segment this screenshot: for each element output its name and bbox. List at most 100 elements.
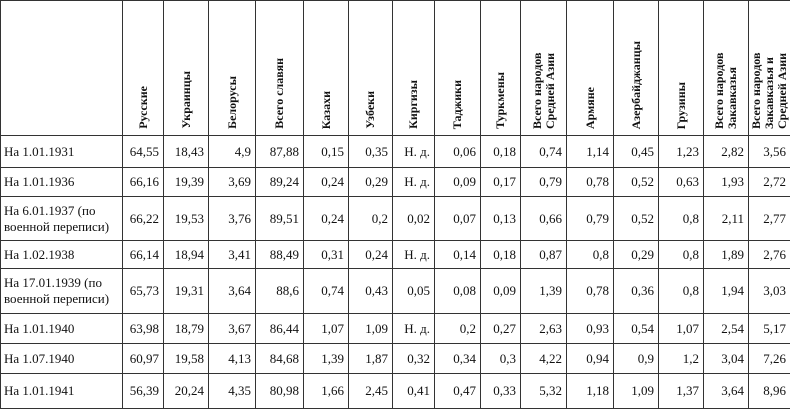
cell-value: 0,2 (348, 196, 393, 241)
cell-value: 89,51 (255, 196, 304, 241)
cell-value: 1,66 (303, 373, 349, 409)
cell-value: 0,78 (566, 268, 614, 314)
header-row: Русские Украинцы Белорусы Всего славян Казах… (0, 0, 790, 136)
cell-value: 64,55 (122, 135, 164, 168)
column-header: Узбеки (348, 0, 393, 136)
cell-value: 0,09 (480, 268, 521, 314)
row-label: На 1.01.1931 (0, 135, 123, 168)
cell-value: 2,45 (348, 373, 393, 409)
cell-value: 0,24 (303, 167, 349, 197)
cell-value: Н. д. (392, 167, 435, 197)
cell-value: 1,07 (658, 313, 704, 344)
column-header-text: Всего народов Средней Азии (529, 52, 557, 129)
cell-value: 0,78 (566, 167, 614, 197)
cell-value: 0,06 (434, 135, 481, 168)
cell-value: 3,64 (208, 268, 256, 314)
cell-value: 66,16 (122, 167, 164, 197)
cell-value: 0,29 (613, 240, 659, 269)
cell-value: 2,11 (703, 196, 749, 241)
cell-value: 88,49 (255, 240, 304, 269)
cell-value: 56,39 (122, 373, 164, 409)
column-header-text: Узбеки (363, 91, 377, 129)
cell-value: 1,09 (348, 313, 393, 344)
row-label: На 17.01.1939 (по военной переписи) (0, 268, 123, 314)
column-header-text: Таджики (450, 79, 464, 129)
cell-value: 3,69 (208, 167, 256, 197)
table-row: На 1.01.1936 66,16 19,39 3,69 89,24 0,24 0,29 Н… (0, 167, 790, 197)
cell-value: 0,2 (434, 313, 481, 344)
cell-value: 19,58 (163, 343, 209, 374)
row-label: На 1.01.1940 (0, 313, 123, 344)
column-header-text: Туркмены (493, 72, 507, 129)
cell-value: 66,22 (122, 196, 164, 241)
cell-value: 0,15 (303, 135, 349, 168)
table-row: На 6.01.1937 (по военной переписи) 66,22 1… (0, 196, 790, 241)
row-label: На 1.01.1936 (0, 167, 123, 197)
cell-value: 18,79 (163, 313, 209, 344)
cell-value: 0,93 (566, 313, 614, 344)
cell-value: 1,18 (566, 373, 614, 409)
cell-value: 3,41 (208, 240, 256, 269)
table-row: На 17.01.1939 (по военной переписи) 65,73… (0, 268, 790, 314)
column-header: Всего народов Закавказья (703, 0, 749, 136)
column-header-text: Казахи (318, 90, 333, 129)
column-header-text: Украинцы (178, 71, 193, 129)
column-header: Туркмены (480, 0, 521, 136)
table-row: На 1.01.1940 63,98 18,79 3,67 86,44 1,07 1,09 Н… (0, 313, 790, 344)
column-header: Всего славян (255, 0, 304, 136)
cell-value: 0,74 (520, 135, 567, 168)
cell-value: 1,2 (658, 343, 704, 374)
cell-value: 0,33 (480, 373, 521, 409)
cell-value: 0,54 (613, 313, 659, 344)
cell-value: 0,18 (480, 135, 521, 168)
cell-value: 0,14 (434, 240, 481, 269)
cell-value: 0,05 (392, 268, 435, 314)
corner-cell (0, 0, 123, 136)
cell-value: 1,94 (703, 268, 749, 314)
column-header: Армяне (566, 0, 614, 136)
column-header-text: Русские (135, 86, 150, 129)
cell-value: 3,56 (748, 135, 790, 168)
cell-value: 0,45 (613, 135, 659, 168)
cell-value: 2,72 (748, 167, 790, 197)
table-row: На 1.01.1941 56,39 20,24 4,35 80,98 1,66 2,45 0… (0, 373, 790, 409)
column-header: Всего народов Средней Азии (520, 0, 567, 136)
cell-value: 1,93 (703, 167, 749, 197)
column-header: Киргизы (392, 0, 435, 136)
table-row: На 1.01.1931 64,55 18,43 4,9 87,88 0,15 0,35 Н.… (0, 135, 790, 168)
column-header-text: Белорусы (224, 76, 239, 129)
cell-value: 0,52 (613, 196, 659, 241)
column-header: Грузины (658, 0, 704, 136)
cell-value: 84,68 (255, 343, 304, 374)
cell-value: 0,29 (348, 167, 393, 197)
cell-value: 63,98 (122, 313, 164, 344)
cell-value: 80,98 (255, 373, 304, 409)
column-header-text: Всего народов Закавказья и Средней Азии (749, 52, 789, 129)
cell-value: 1,37 (658, 373, 704, 409)
cell-value: 0,13 (480, 196, 521, 241)
cell-value: 0,24 (303, 196, 349, 241)
column-header-text: Всего славян (272, 58, 286, 129)
column-header: Таджики (434, 0, 481, 136)
column-header: Украинцы (163, 0, 209, 136)
cell-value: 3,04 (703, 343, 749, 374)
cell-value: 1,09 (613, 373, 659, 409)
cell-value: 0,87 (520, 240, 567, 269)
cell-value: 60,97 (122, 343, 164, 374)
cell-value: 2,63 (520, 313, 567, 344)
cell-value: 0,17 (480, 167, 521, 197)
cell-value: 1,87 (348, 343, 393, 374)
cell-value: 0,8 (658, 196, 704, 241)
cell-value: 1,39 (303, 343, 349, 374)
cell-value: 0,8 (658, 268, 704, 314)
cell-value: 0,07 (434, 196, 481, 241)
cell-value: 0,32 (392, 343, 435, 374)
cell-value: 2,76 (748, 240, 790, 269)
cell-value: 1,23 (658, 135, 704, 168)
column-header-text: Азербайджанцы (628, 40, 643, 129)
cell-value: 7,26 (748, 343, 790, 374)
cell-value: 86,44 (255, 313, 304, 344)
cell-value: 0,8 (566, 240, 614, 269)
cell-value: 66,14 (122, 240, 164, 269)
cell-value: 3,67 (208, 313, 256, 344)
